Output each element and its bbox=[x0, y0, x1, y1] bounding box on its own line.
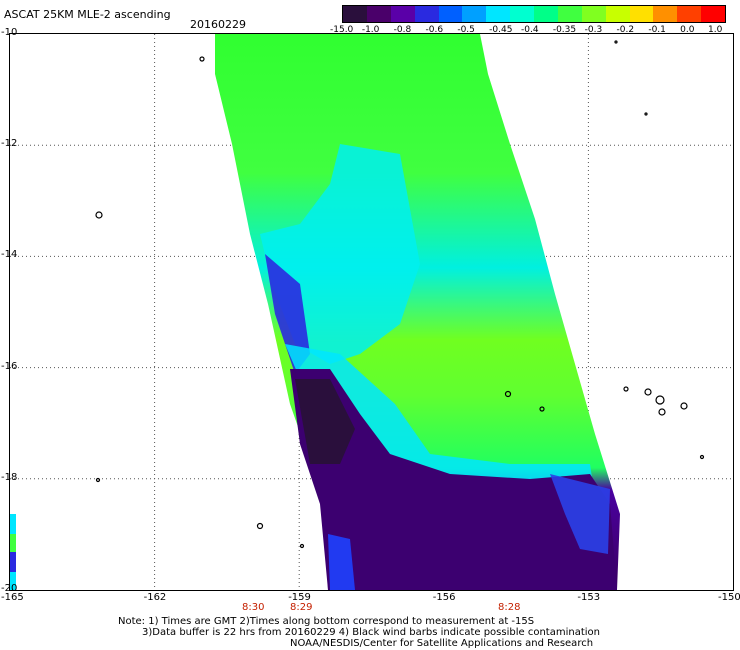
color-scale-swatch bbox=[462, 6, 487, 22]
swath-blue-edge bbox=[265, 254, 310, 374]
pass-time-label: 8:28 bbox=[498, 602, 521, 613]
map-title: ASCAT 25KM MLE-2 ascending bbox=[4, 8, 171, 21]
latitude-label: -18 bbox=[1, 471, 18, 483]
scatterometer-map bbox=[10, 34, 733, 590]
latitude-label: -14 bbox=[1, 249, 18, 261]
latitude-label: -20 bbox=[1, 583, 18, 594]
swath-dark-purple-region bbox=[295, 379, 355, 464]
swath-blue-patch-southwest bbox=[328, 534, 355, 590]
map-frame bbox=[9, 33, 734, 591]
longitude-label: -153 bbox=[577, 592, 601, 603]
pass-time-label: 8:29 bbox=[290, 602, 313, 613]
longitude-label: -156 bbox=[432, 592, 456, 603]
color-scale-swatch bbox=[414, 6, 439, 22]
color-scale-label: -0.8 bbox=[393, 25, 412, 35]
color-scale-bar bbox=[342, 5, 726, 23]
swath-purple-region bbox=[290, 369, 617, 590]
latitude-label: -12 bbox=[1, 138, 18, 150]
color-scale-swatch bbox=[557, 6, 582, 22]
color-scale-swatch bbox=[390, 6, 415, 22]
color-scale-swatch bbox=[343, 6, 367, 22]
color-scale-label: -0.1 bbox=[648, 25, 666, 35]
color-scale-label: -0.45 bbox=[489, 25, 513, 35]
color-scale-swatch bbox=[605, 6, 630, 22]
pass-time-label: 8:30 bbox=[242, 602, 265, 613]
color-scale-swatch bbox=[534, 6, 558, 22]
longitude-label: -150 bbox=[718, 592, 740, 603]
color-scale-label: -0.35 bbox=[552, 25, 577, 35]
color-scale-swatch bbox=[581, 6, 606, 22]
color-scale-label: -1.0 bbox=[361, 25, 380, 35]
color-scale-swatch bbox=[438, 6, 463, 22]
note-line-1: Note: 1) Times are GMT 2)Times along bot… bbox=[118, 616, 535, 627]
color-scale-swatch bbox=[366, 6, 391, 22]
longitude-label: -162 bbox=[143, 592, 167, 603]
latitude-label: -16 bbox=[1, 360, 18, 372]
small-left-patch bbox=[10, 514, 16, 590]
color-scale-label: 0.0 bbox=[680, 25, 695, 35]
footnotes: Note: 1) Times are GMT 2)Times along bot… bbox=[118, 616, 600, 649]
color-scale-swatch bbox=[677, 6, 702, 22]
latitude-label: -10 bbox=[1, 27, 18, 38]
note-line-3: NOAA/NESDIS/Center for Satellite Applica… bbox=[290, 638, 594, 649]
color-scale-label: -0.6 bbox=[425, 25, 444, 35]
color-scale-swatch bbox=[510, 6, 534, 22]
swath-blue-patch-south bbox=[550, 474, 610, 554]
color-scale-label: -0.2 bbox=[616, 25, 635, 35]
color-scale-swatch bbox=[629, 6, 654, 22]
color-scale-label: -0.3 bbox=[584, 25, 603, 35]
color-scale-label: -0.4 bbox=[521, 25, 539, 35]
swath-cyan-transition bbox=[285, 344, 595, 504]
color-scale-label: -15.0 bbox=[330, 25, 354, 35]
longitude-label: -165 bbox=[1, 592, 24, 603]
map-date: 20160229 bbox=[190, 18, 246, 31]
island-outlines bbox=[95, 40, 705, 549]
note-line-2: 3)Data buffer is 22 hrs from 20160229 4)… bbox=[142, 627, 600, 638]
color-scale-swatch bbox=[486, 6, 511, 22]
color-scale-label: -0.5 bbox=[457, 25, 475, 35]
longitude-label: -159 bbox=[288, 592, 311, 603]
color-scale-label: 1.0 bbox=[708, 25, 723, 35]
color-scale-swatch bbox=[653, 6, 678, 22]
color-scale-swatch bbox=[701, 6, 725, 22]
